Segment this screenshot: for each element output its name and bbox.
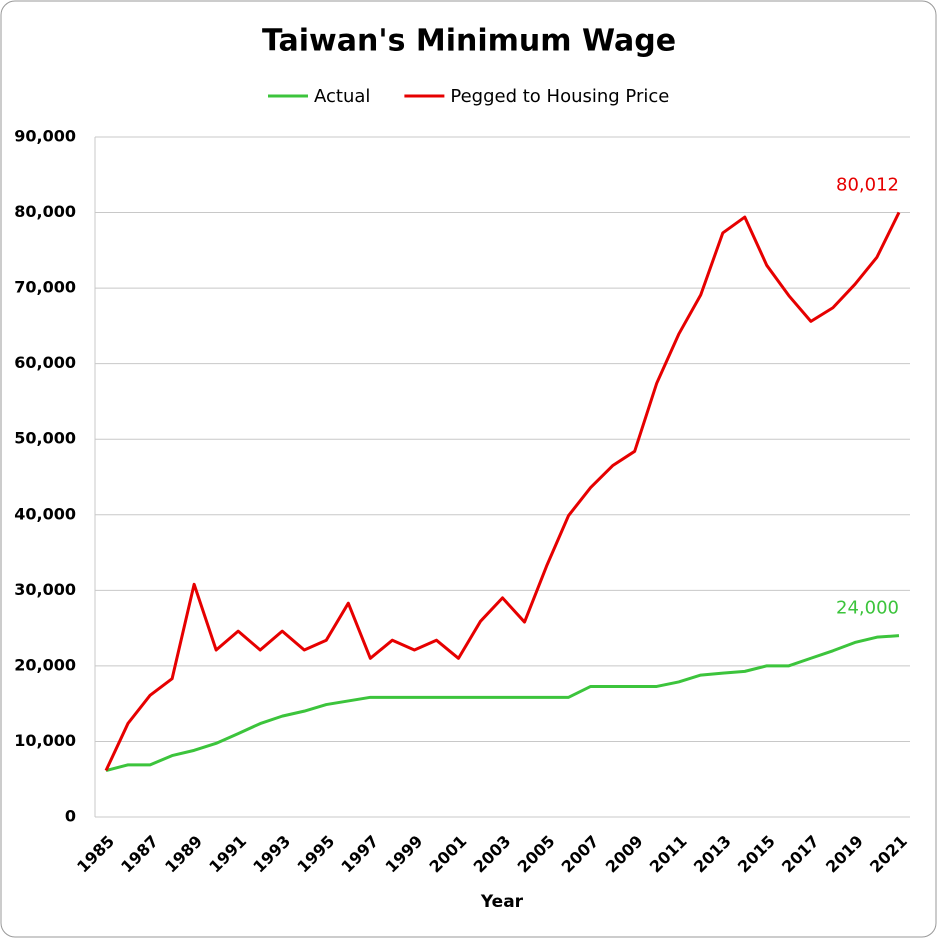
y-tick-label: 10,000: [14, 731, 76, 750]
y-tick-label: 60,000: [14, 353, 76, 372]
y-tick-label: 70,000: [14, 278, 76, 297]
value-label: 80,012: [836, 174, 899, 195]
y-tick-label: 90,000: [14, 127, 76, 146]
y-tick-label: 80,000: [14, 202, 76, 221]
y-tick-label: 0: [65, 807, 76, 826]
legend-label: Actual: [314, 86, 370, 107]
series-line: [104, 211, 901, 772]
x-axis-title: Year: [480, 892, 524, 912]
legend-label: Pegged to Housing Price: [450, 86, 669, 107]
y-tick-label: 50,000: [14, 429, 76, 448]
series-line: [105, 634, 900, 772]
y-tick-label: 40,000: [14, 504, 76, 523]
y-tick-label: 20,000: [14, 655, 76, 674]
y-tick-label: 30,000: [14, 580, 76, 599]
chart-title: Taiwan's Minimum Wage: [262, 24, 676, 59]
value-label: 24,000: [836, 598, 899, 619]
